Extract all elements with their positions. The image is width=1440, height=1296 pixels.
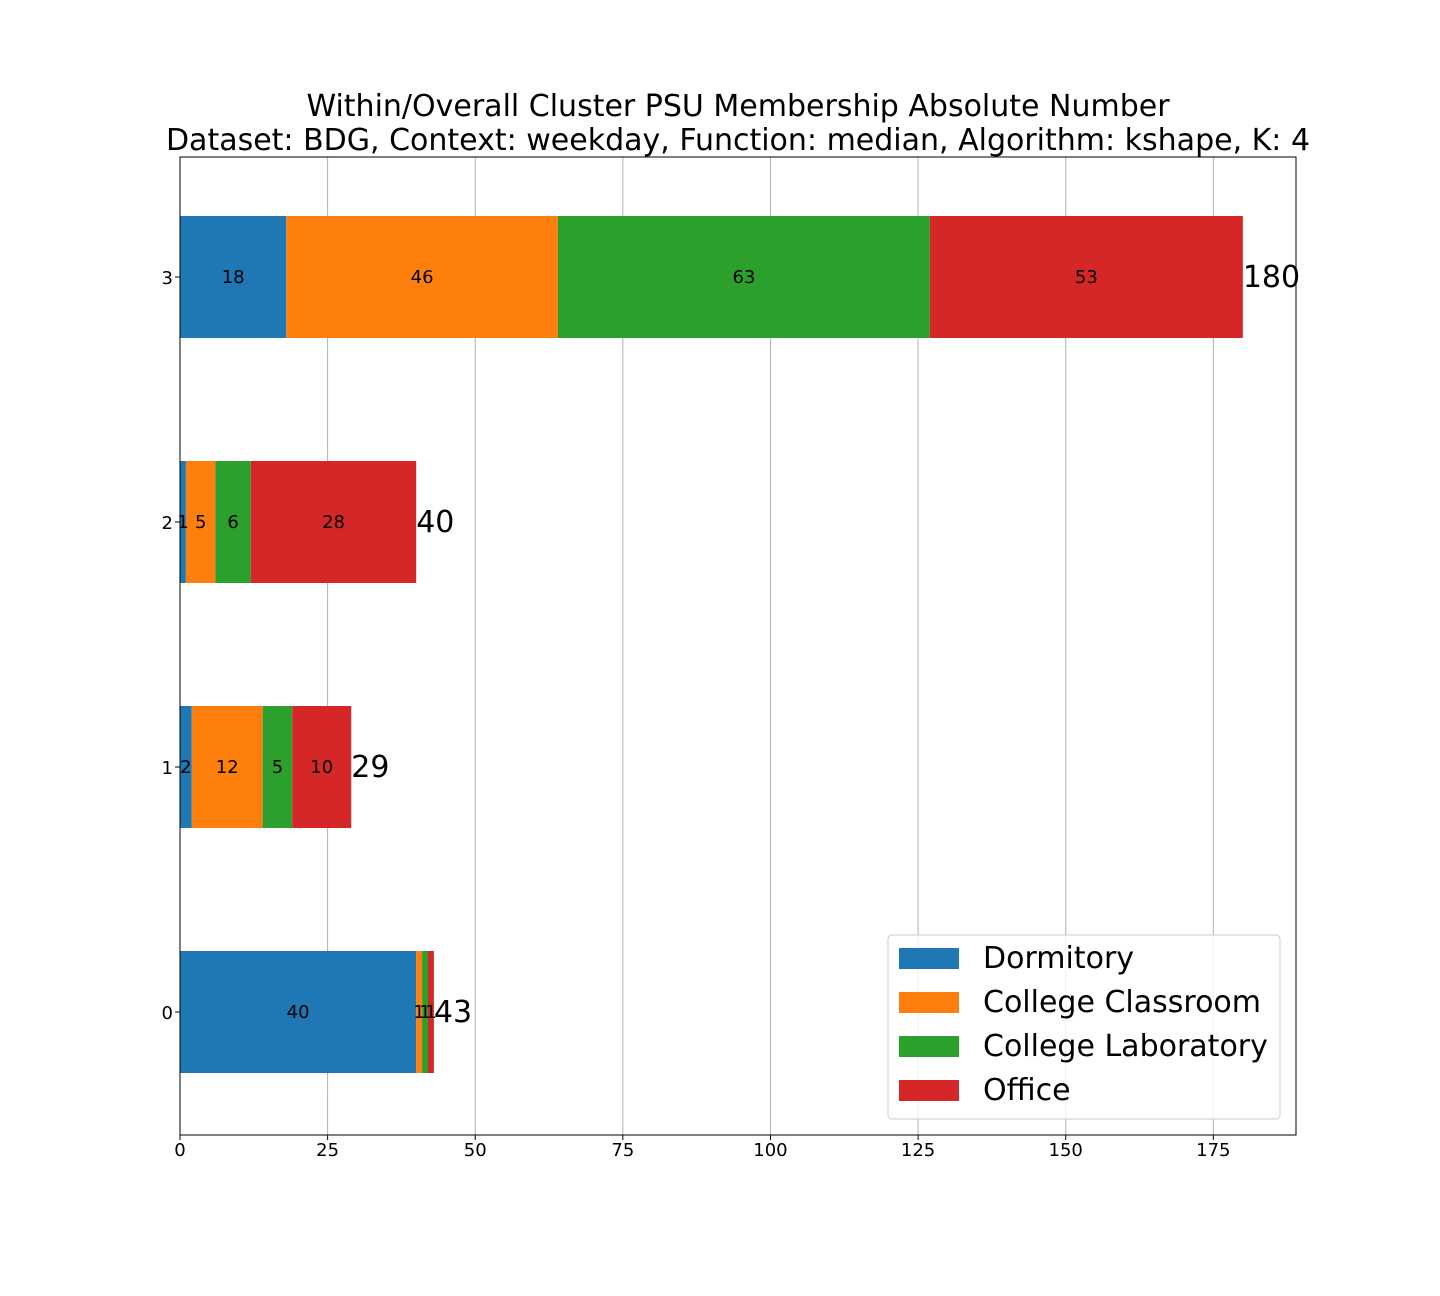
bar-segment (286, 216, 558, 338)
bar-segment-label: 53 (1075, 267, 1098, 288)
legend-swatch (899, 1080, 959, 1101)
y-tick-label: 1 (162, 758, 173, 779)
y-axis: 0 1 2 3 (162, 268, 180, 1024)
bar-segment-label: 5 (195, 512, 206, 533)
bar-segment-label: 63 (732, 267, 755, 288)
legend-label: College Classroom (983, 985, 1261, 1020)
bar-segment-label: 1 (419, 1002, 430, 1023)
bar-segment-label: 2 (180, 757, 191, 778)
plot-frame (179, 156, 1297, 1136)
bar-segment (180, 706, 192, 828)
bar-segment-label: 1 (177, 512, 188, 533)
bar-total-label: 40 (416, 505, 454, 540)
total-labels: 43 29 40 180 (351, 260, 1300, 1030)
bar-total-label: 29 (351, 750, 389, 785)
legend-box (887, 934, 1281, 1120)
bar-segment-label: 12 (216, 757, 239, 778)
y-tick-label: 0 (162, 1003, 173, 1024)
legend-swatch (899, 1036, 959, 1057)
legend: Dormitory College Classroom College Labora… (887, 934, 1281, 1120)
y-tick-label: 2 (162, 513, 173, 534)
x-tick-label: 50 (464, 1140, 487, 1161)
bar-segment (180, 461, 186, 583)
bar-segment (292, 706, 352, 828)
bar-segment-label: 6 (227, 512, 238, 533)
chart-subtitle: Dataset: BDG, Context: weekday, Function… (166, 123, 1310, 158)
bar-segment (557, 216, 930, 338)
bar-segment (422, 951, 428, 1073)
bar-segment (428, 951, 434, 1073)
x-tick-label: 25 (316, 1140, 339, 1161)
bar-segment (416, 951, 423, 1073)
x-tick-label: 100 (753, 1140, 787, 1161)
bar-segment-label: 1 (425, 1002, 436, 1023)
bar-segment (191, 706, 263, 828)
bar-segment-label: 46 (411, 267, 434, 288)
x-tick-label: 125 (901, 1140, 935, 1161)
bar-segment-label: 18 (222, 267, 245, 288)
bar-segment-label: 40 (287, 1002, 310, 1023)
bar-segment (185, 461, 216, 583)
x-tick-label: 150 (1049, 1140, 1083, 1161)
legend-swatch (899, 992, 959, 1013)
legend-label: College Laboratory (983, 1029, 1268, 1064)
bar-segment (215, 461, 251, 583)
x-tick-label: 0 (174, 1140, 185, 1161)
bar-segment-label: 28 (322, 512, 345, 533)
bar-segment-label: 10 (310, 757, 333, 778)
y-tick-label: 3 (162, 268, 173, 289)
legend-label: Office (983, 1073, 1071, 1108)
bar-segment (180, 216, 287, 338)
x-axis: 0 25 50 75 100 125 150 175 (174, 1135, 1231, 1161)
bar-segment-label: 1 (413, 1002, 424, 1023)
x-tick-label: 175 (1196, 1140, 1230, 1161)
bar-segment-label: 5 (272, 757, 283, 778)
bar-total-label: 43 (434, 995, 472, 1030)
bar-segment (929, 216, 1243, 338)
legend-label: Dormitory (983, 941, 1134, 976)
bar-segment (180, 951, 417, 1073)
x-tick-label: 75 (611, 1140, 634, 1161)
bar-segment (250, 461, 417, 583)
bar-total-label: 180 (1243, 260, 1300, 295)
legend-swatch (899, 948, 959, 969)
bars (180, 216, 1243, 1073)
chart-title: Within/Overall Cluster PSU Membership Ab… (306, 89, 1170, 124)
bar-segment (262, 706, 293, 828)
